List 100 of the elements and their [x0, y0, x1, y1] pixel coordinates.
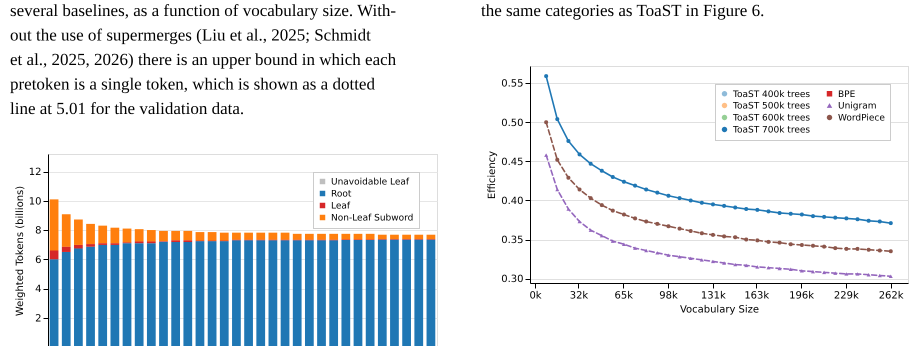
bar [110, 244, 120, 346]
text: several baselines, as a function of vocabulary size. With- [10, 1, 396, 20]
bar [354, 240, 362, 346]
point [844, 246, 848, 251]
bar [426, 234, 436, 240]
bar [232, 232, 241, 240]
y-axis-title: Weighted Tokens (billions) [14, 186, 26, 316]
point [856, 272, 860, 276]
point [588, 228, 593, 232]
point [744, 207, 748, 212]
bar [402, 234, 411, 240]
point [566, 139, 570, 144]
point [866, 248, 871, 252]
bar [122, 243, 132, 346]
point [588, 196, 593, 200]
point [810, 244, 815, 248]
x-tick-label: 32k [570, 290, 588, 302]
y-tick-label: 0.45 [501, 156, 524, 168]
bar [341, 234, 350, 240]
point [700, 231, 704, 236]
point [655, 190, 660, 195]
bar [86, 244, 95, 247]
point [578, 188, 582, 192]
bar [50, 199, 58, 250]
legend-label: WordPiece [838, 114, 886, 124]
point [822, 270, 826, 274]
bar [134, 229, 144, 242]
y-tick-label: 6 [35, 254, 42, 266]
point [600, 203, 604, 208]
bar [122, 228, 132, 242]
bar [50, 250, 58, 260]
bar [268, 240, 278, 346]
bar [74, 244, 83, 248]
point [655, 251, 660, 255]
x-axis-title: Vocabulary Size [680, 304, 760, 316]
point [622, 180, 626, 184]
legend-label: Leaf [331, 202, 351, 212]
bar [378, 234, 387, 240]
bar [329, 234, 338, 240]
point [788, 268, 793, 271]
point [600, 234, 604, 238]
y-tick-label: 0.55 [501, 78, 524, 90]
bar [402, 240, 411, 346]
bar [390, 240, 399, 346]
bar [171, 230, 180, 240]
point [644, 220, 648, 224]
bar [390, 234, 399, 240]
point [544, 153, 548, 157]
bar [292, 234, 302, 240]
point [766, 240, 770, 244]
point [800, 212, 804, 217]
point [744, 264, 748, 268]
legend-label: Unigram [838, 102, 876, 112]
legend-label: Unavoidable Leaf [331, 178, 410, 188]
point [733, 262, 738, 266]
bar [256, 232, 266, 240]
point [688, 256, 693, 260]
bar [220, 241, 229, 346]
point [678, 196, 682, 200]
point [622, 212, 626, 217]
point [888, 274, 893, 278]
point [633, 216, 638, 220]
y-tick-label: 2 [35, 313, 42, 324]
y-tick-label: 0.35 [501, 235, 524, 246]
bar [304, 240, 314, 346]
point [800, 269, 804, 273]
bar [196, 241, 204, 346]
bar [414, 234, 424, 240]
point [833, 216, 838, 220]
point [622, 242, 626, 246]
point [578, 220, 582, 224]
point [633, 246, 638, 250]
bar [110, 228, 120, 244]
text: pretoken is a single token, which is shown as a dotted [10, 74, 376, 94]
bar [86, 224, 95, 244]
point [700, 258, 704, 262]
bar [341, 240, 350, 346]
point [666, 253, 670, 257]
bar [317, 240, 326, 346]
point [888, 249, 893, 254]
point [833, 246, 838, 250]
bar [74, 220, 83, 245]
bar [146, 230, 156, 242]
text: line at 5.01 for the validation data. [10, 99, 244, 118]
y-tick-label: 10 [28, 196, 42, 208]
point [778, 210, 782, 215]
bar [62, 214, 71, 247]
point [733, 235, 738, 240]
bar [354, 234, 362, 240]
bar [183, 242, 192, 346]
point [866, 272, 871, 276]
point [555, 117, 560, 122]
bar [98, 226, 108, 244]
point [710, 232, 715, 237]
bar [220, 232, 229, 241]
text: the same categories as ToaST in Figure 6. [481, 1, 764, 20]
x-tick-label: 98k [659, 290, 678, 302]
bar [86, 246, 95, 346]
point [544, 74, 548, 78]
legend-label: ToaST 500k trees [732, 102, 810, 112]
